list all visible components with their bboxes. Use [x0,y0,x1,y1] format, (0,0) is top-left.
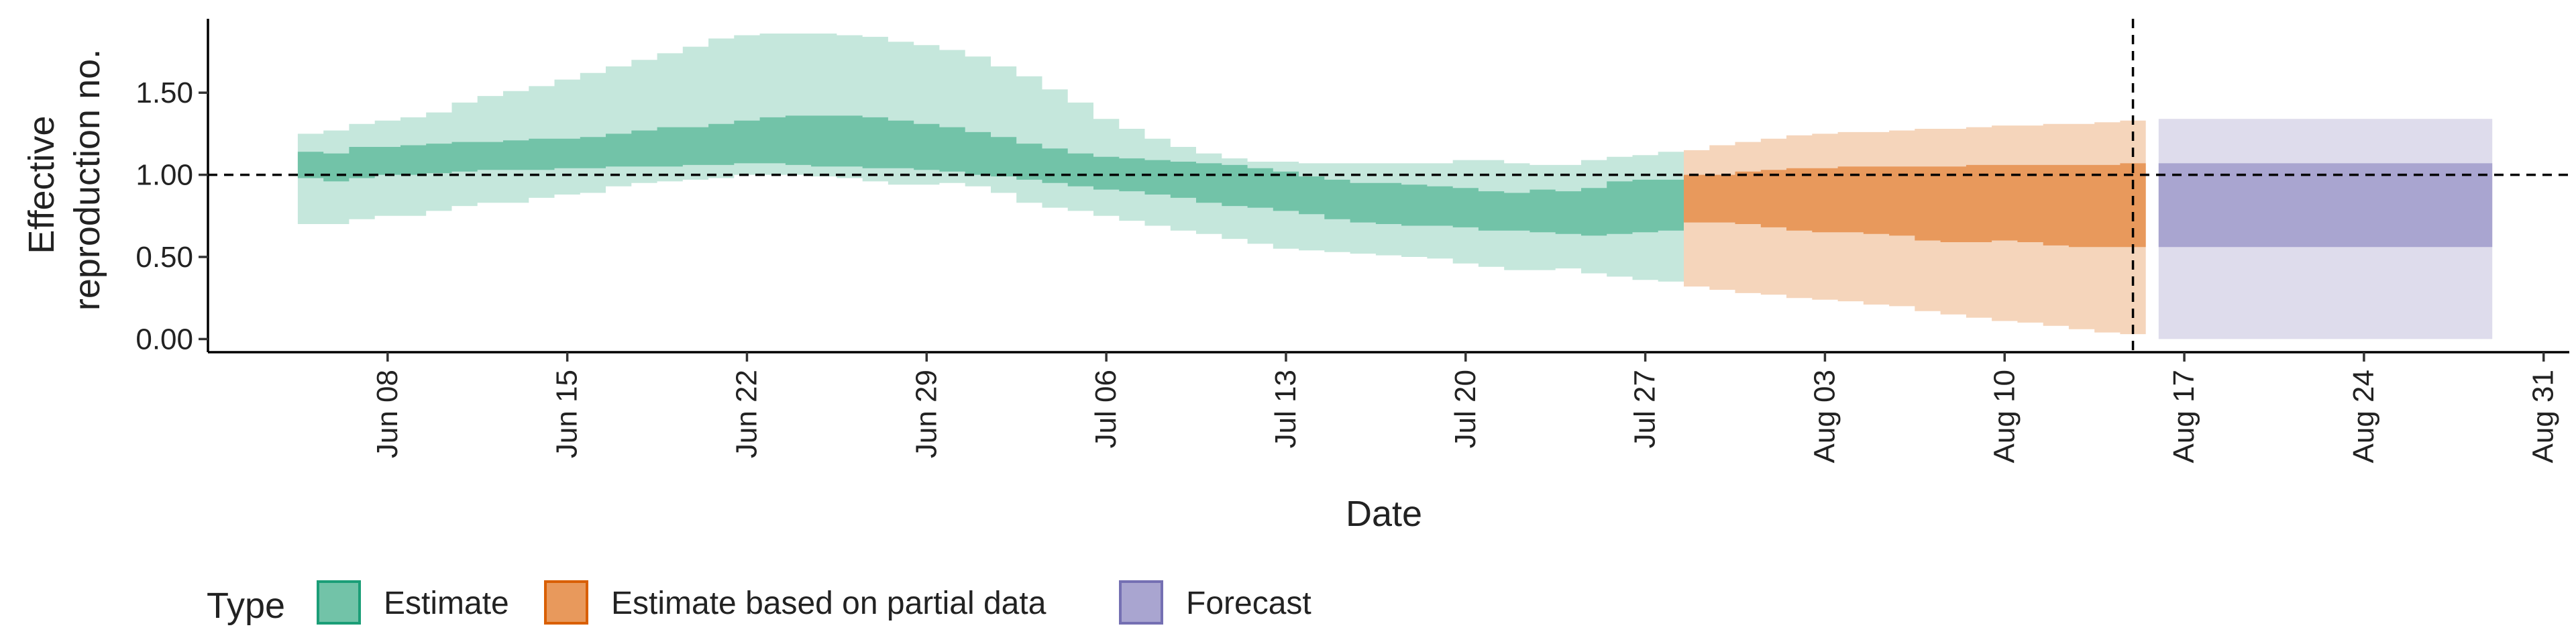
x-axis-title: Date [1346,494,1422,534]
x-tick-label: Aug 24 [2347,370,2380,463]
x-tick-label: Jul 27 [1629,370,1662,448]
x-axis-ticks: Jun 08 Jun 15 Jun 22 Jun 29 Jul 06 Jul 13 Jul … [371,352,2560,463]
x-tick-label: Jun 08 [371,370,404,458]
x-tick-label: Jul 06 [1089,370,1122,448]
legend-key [1119,580,1163,625]
band-inner-series-2 [2158,163,2493,248]
x-tick-label: Aug 31 [2527,370,2560,463]
x-tick-label: Aug 17 [2167,370,2200,463]
x-tick-label: Jun 29 [910,370,943,458]
band-inner-series-0 [297,115,1684,236]
x-tick-label: Jul 20 [1449,370,1482,448]
legend-label: Estimate [384,586,509,621]
legend-key [544,580,588,625]
y-tick-label: 0.00 [136,323,193,356]
y-axis-ticks: 0.00 0.50 1.00 1.50 [136,76,208,356]
y-tick-label: 0.50 [136,241,193,274]
x-tick-label: Jun 22 [730,370,763,458]
legend-label: Forecast [1186,586,1311,621]
x-tick-label: Jul 13 [1269,370,1302,448]
axes [207,19,2569,354]
reference-lines [208,19,2569,352]
band-inner-series-1 [1684,163,2146,248]
x-tick-label: Aug 10 [1988,370,2021,463]
y-tick-label: 1.00 [136,159,193,192]
legend-label: Estimate based on partial data [611,586,1046,621]
x-tick-label: Aug 03 [1808,370,1841,463]
legend-title: Type [207,586,285,626]
legend-key [317,580,361,625]
y-tick-label: 1.50 [136,76,193,109]
legend: Type Estimate Estimate based on partial d… [207,580,1311,626]
x-tick-label: Jun 15 [551,370,584,458]
y-axis-title: Effective reproduction no. [21,49,107,311]
